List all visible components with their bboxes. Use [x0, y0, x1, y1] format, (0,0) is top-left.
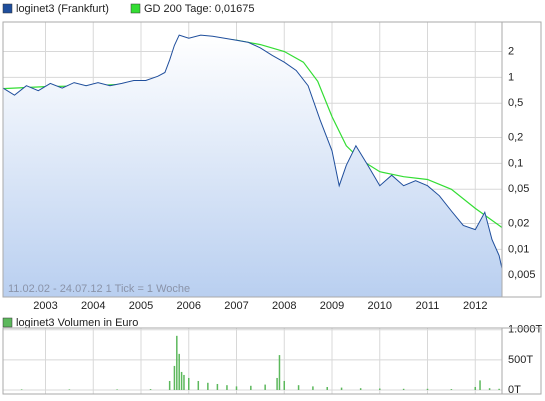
y-tick-label: 0T — [508, 384, 521, 396]
volume-bar — [340, 387, 343, 390]
x-tick-label: 2012 — [463, 300, 487, 312]
volume-bar — [180, 371, 183, 390]
legend-label: loginet3 Volumen in Euro — [16, 317, 138, 329]
x-tick-label: 2007 — [224, 300, 248, 312]
volume-bar — [278, 355, 281, 390]
y-tick-label: 1.000T — [508, 324, 543, 336]
volume-bar — [149, 389, 152, 390]
volume-bar — [498, 388, 500, 390]
volume-bar — [226, 385, 228, 390]
volume-bar — [402, 388, 405, 390]
annotation: 11.02.02 - 24.07.12 1 Tick = 1 Woche — [8, 283, 190, 295]
volume-bar — [20, 389, 23, 390]
y-tick-label: 0,01 — [508, 243, 529, 255]
volume-bar — [178, 353, 180, 390]
volume-bar — [426, 388, 429, 390]
volume-bar — [297, 385, 300, 390]
legend-swatch — [2, 3, 13, 14]
volume-bar — [183, 374, 185, 390]
x-tick-label: 2011 — [416, 300, 440, 312]
volume-bar — [173, 365, 176, 390]
volume-bar — [379, 388, 381, 390]
series-line — [2, 34, 503, 269]
volume-bar — [450, 389, 453, 390]
volume-bar — [283, 380, 286, 390]
y-tick-label: 0,5 — [508, 97, 523, 109]
x-tick-label: 2010 — [368, 300, 392, 312]
x-tick-label: 2005 — [129, 300, 153, 312]
volume-bar — [116, 389, 118, 390]
y-tick-label: 0,2 — [508, 131, 523, 143]
volume-bar — [176, 335, 178, 390]
y-tick-label: 0,005 — [508, 269, 536, 281]
price-area — [3, 35, 502, 297]
volume-bar — [235, 386, 238, 390]
x-tick-label: 2004 — [81, 300, 105, 312]
legend-label: loginet3 (Frankfurt) — [16, 3, 109, 15]
volume-bar — [168, 380, 171, 390]
volume-background — [3, 328, 502, 394]
volume-bar — [68, 389, 71, 390]
frame — [2, 327, 542, 395]
volume-bar — [326, 386, 328, 390]
volume-bar — [216, 383, 219, 390]
volume-bar — [359, 388, 362, 390]
x-tick-label: 2008 — [272, 300, 296, 312]
volume-bar — [479, 380, 481, 390]
legend-swatch — [130, 3, 141, 14]
y-tick-label: 0,05 — [508, 183, 529, 195]
y-tick-label: 0,02 — [508, 217, 529, 229]
y-tick-label: 0,1 — [508, 157, 523, 169]
volume-bar — [488, 388, 491, 390]
y-tick-label: 1 — [508, 71, 514, 83]
volume-bar — [188, 377, 190, 390]
x-tick-label: 2006 — [177, 300, 201, 312]
volume-bar — [276, 377, 278, 390]
volume-bar — [207, 382, 209, 390]
y-tick-label: 500T — [508, 354, 533, 366]
volume-bar — [474, 386, 477, 390]
volume-bar — [250, 385, 252, 390]
legend-swatch — [2, 317, 13, 328]
volume-bar — [197, 380, 200, 390]
x-tick-label: 2003 — [33, 300, 57, 312]
volume-bar — [312, 386, 314, 390]
y-tick-label: 2 — [508, 45, 514, 57]
frame — [2, 21, 542, 298]
volume-bar — [264, 384, 266, 390]
x-tick-label: 2009 — [320, 300, 344, 312]
legend-label: GD 200 Tage: 0,01675 — [144, 3, 255, 15]
